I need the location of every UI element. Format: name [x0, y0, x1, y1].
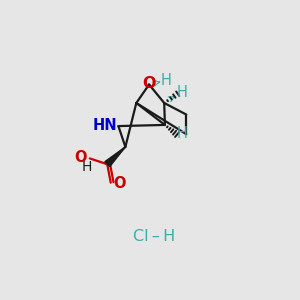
Text: H: H	[176, 85, 187, 100]
Text: O: O	[74, 150, 87, 165]
Text: O: O	[113, 176, 126, 191]
Text: H: H	[81, 160, 92, 174]
Text: Cl – H: Cl – H	[133, 230, 175, 244]
Text: HN: HN	[93, 118, 117, 133]
Text: O: O	[142, 76, 156, 91]
Text: H: H	[177, 126, 188, 141]
Polygon shape	[105, 147, 125, 167]
Text: H: H	[161, 73, 172, 88]
